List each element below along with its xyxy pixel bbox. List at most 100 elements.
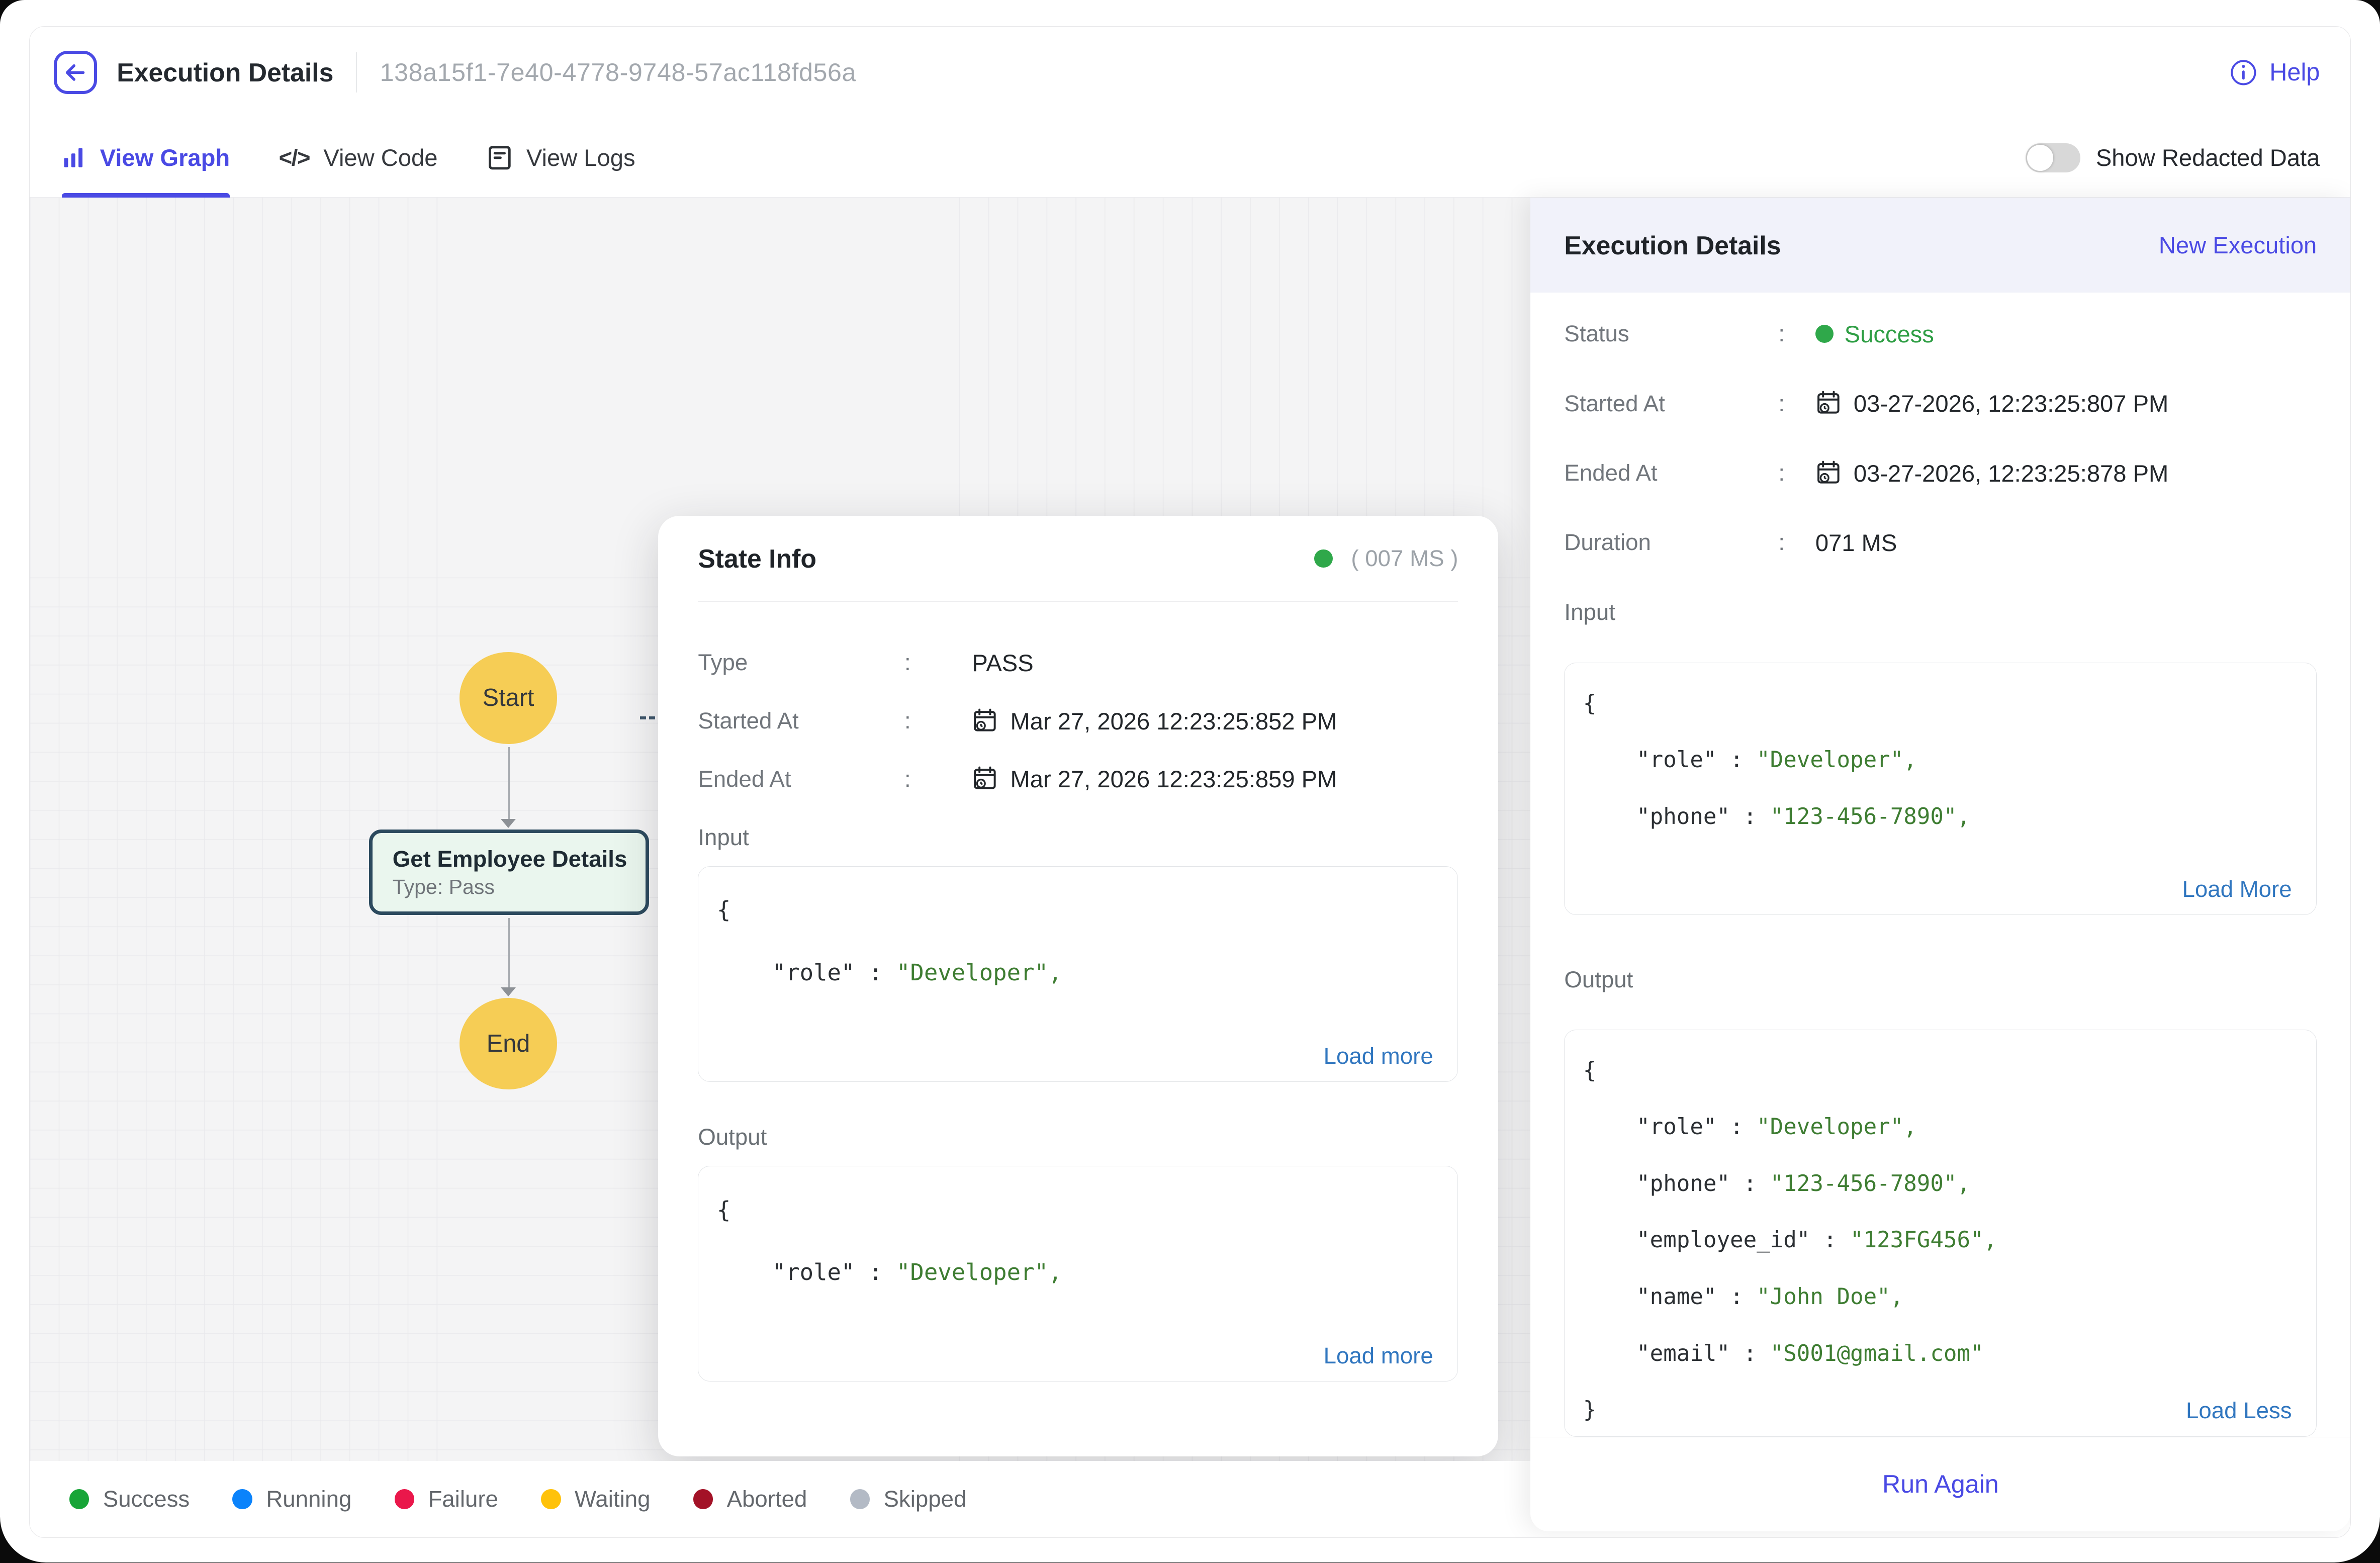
- back-button[interactable]: [54, 51, 97, 94]
- json-line: {: [1583, 1043, 2298, 1099]
- row-label: Duration: [1564, 529, 1778, 556]
- show-redacted-data-toggle[interactable]: Show Redacted Data: [2026, 143, 2320, 172]
- json-line: {: [717, 1179, 1439, 1242]
- node-title: Get Employee Details: [393, 846, 646, 872]
- tab-label: View Logs: [526, 144, 635, 171]
- json-line: "phone" : "123-456-7890",: [1583, 789, 2298, 846]
- input-label: Input: [698, 819, 1458, 856]
- input-label: Input: [1564, 594, 2317, 630]
- state-duration-badge: ( 007 MS ): [1314, 545, 1458, 572]
- date-text: Mar 27, 2026 12:23:25:852 PM: [1010, 707, 1337, 735]
- edge-pass-to-end: [508, 918, 510, 988]
- row-label: Started At: [1564, 391, 1778, 417]
- status-legend: Success Running Failure Waiting: [30, 1461, 1531, 1537]
- row-value: 03-27-2026, 12:23:25:878 PM: [1815, 459, 2168, 487]
- toggle-switch-icon[interactable]: [2026, 143, 2081, 172]
- colon: :: [1778, 460, 1785, 486]
- colon: :: [904, 708, 911, 734]
- panel-footer: Run Again: [1530, 1437, 2350, 1532]
- success-dot-icon: [1815, 325, 1834, 343]
- row-label: Type: [698, 650, 904, 676]
- run-again-button[interactable]: Run Again: [1882, 1469, 1999, 1499]
- json-line: {: [717, 879, 1439, 942]
- load-more-link[interactable]: Load more: [1324, 1043, 1433, 1069]
- execution-output-json: { "role" : "Developer", "phone" : "123-4…: [1564, 1030, 2317, 1436]
- toggle-label: Show Redacted Data: [2096, 144, 2320, 171]
- arrow-left-icon: [63, 60, 88, 85]
- date-text: 03-27-2026, 12:23:25:878 PM: [1854, 459, 2168, 487]
- json-line: "name" : "John Doe",: [1583, 1269, 2298, 1326]
- success-dot-icon: [69, 1489, 89, 1509]
- edge-start-to-pass: [508, 747, 510, 820]
- tab-view-code[interactable]: </> View Code: [279, 118, 438, 197]
- legend-item-running: Running: [232, 1486, 351, 1512]
- logs-icon: [487, 145, 513, 171]
- row-label: Status: [1564, 321, 1778, 347]
- load-more-link[interactable]: Load More: [2182, 876, 2292, 902]
- row-value: Mar 27, 2026 12:23:25:859 PM: [972, 765, 1337, 793]
- colon: :: [904, 766, 911, 792]
- content-area: Start Get Employee Details Type: Pass En…: [30, 198, 2350, 1537]
- top-bar: Execution Details 138a15f1-7e40-4778-974…: [30, 27, 2350, 119]
- tab-view-logs[interactable]: View Logs: [487, 118, 635, 197]
- calendar-clock-icon: [1815, 459, 1843, 487]
- duration-text: ( 007 MS ): [1351, 545, 1458, 572]
- date-text: 03-27-2026, 12:23:25:807 PM: [1854, 390, 2168, 417]
- json-line: "email" : "S001@gmail.com": [1583, 1326, 2298, 1383]
- help-label: Help: [2269, 58, 2320, 86]
- help-link[interactable]: Help: [2230, 58, 2320, 86]
- state-input-json: { "role" : "Developer", Load more: [698, 866, 1458, 1082]
- date-text: Mar 27, 2026 12:23:25:859 PM: [1010, 765, 1337, 793]
- tab-view-graph[interactable]: View Graph: [62, 118, 230, 197]
- row-value: 03-27-2026, 12:23:25:807 PM: [1815, 390, 2168, 417]
- graph-canvas[interactable]: Start Get Employee Details Type: Pass En…: [30, 198, 1531, 1537]
- colon: :: [1778, 321, 1785, 347]
- load-more-link[interactable]: Load more: [1324, 1343, 1433, 1369]
- output-label: Output: [698, 1119, 1458, 1155]
- node-subtitle: Type: Pass: [393, 875, 646, 899]
- row-value: 071 MS: [1815, 529, 1897, 557]
- calendar-clock-icon: [1815, 390, 1843, 417]
- graph-node-end[interactable]: End: [460, 998, 558, 1090]
- json-line: "role" : "Developer",: [717, 942, 1439, 1004]
- execution-input-json: { "role" : "Developer", "phone" : "123-4…: [1564, 663, 2317, 915]
- running-dot-icon: [232, 1489, 252, 1509]
- output-label: Output: [1564, 961, 2317, 998]
- legend-item-skipped: Skipped: [850, 1486, 967, 1512]
- status-value: Success: [1815, 320, 1934, 348]
- code-icon: </>: [279, 145, 310, 171]
- waiting-dot-icon: [541, 1489, 561, 1509]
- state-row-ended-at: Ended At : Mar 27, 2026 12:23:25:859 PM: [698, 761, 1458, 797]
- legend-item-success: Success: [69, 1486, 190, 1512]
- state-output-json: { "role" : "Developer", Load more: [698, 1166, 1458, 1382]
- colon: :: [904, 650, 911, 676]
- detail-row-status: Status : Success: [1564, 316, 2317, 352]
- legend-item-waiting: Waiting: [541, 1486, 650, 1512]
- json-line: "employee_id" : "123FG456",: [1583, 1212, 2298, 1269]
- node-label: Start: [483, 684, 534, 712]
- json-line: "phone" : "123-456-7890",: [1583, 1156, 2298, 1213]
- new-execution-link[interactable]: New Execution: [2159, 231, 2317, 259]
- page-title: Execution Details: [117, 57, 333, 87]
- execution-details-panel: Execution Details New Execution Status :…: [1530, 198, 2350, 1531]
- tab-bar: View Graph </> View Code View Logs: [30, 118, 2350, 198]
- popup-title: State Info: [698, 543, 816, 574]
- tab-label: View Code: [323, 144, 437, 171]
- app-window: Execution Details 138a15f1-7e40-4778-974…: [0, 0, 2380, 1562]
- json-line: "role" : "Developer",: [1583, 732, 2298, 789]
- json-line: {: [1583, 676, 2298, 732]
- node-label: End: [487, 1030, 530, 1058]
- detail-row-duration: Duration : 071 MS: [1564, 524, 2317, 561]
- detail-row-started-at: Started At : 03-27-2026, 12:23:25:807 PM: [1564, 385, 2317, 422]
- info-icon: [2230, 59, 2257, 86]
- panel-header: Execution Details New Execution: [1530, 198, 2350, 293]
- graph-node-get-employee-details[interactable]: Get Employee Details Type: Pass: [369, 830, 649, 915]
- graph-node-start[interactable]: Start: [460, 652, 558, 744]
- json-line: "role" : "Developer",: [717, 1241, 1439, 1304]
- skipped-dot-icon: [850, 1489, 870, 1509]
- bar-chart-icon: [62, 146, 86, 170]
- load-less-link[interactable]: Load Less: [2186, 1398, 2292, 1424]
- detail-row-ended-at: Ended At : 03-27-2026, 12:23:25:878 PM: [1564, 455, 2317, 492]
- execution-id: 138a15f1-7e40-4778-9748-57ac118fd56a: [380, 58, 856, 87]
- state-row-started-at: Started At : Mar 27, 2026 12:23:25:852 P…: [698, 703, 1458, 740]
